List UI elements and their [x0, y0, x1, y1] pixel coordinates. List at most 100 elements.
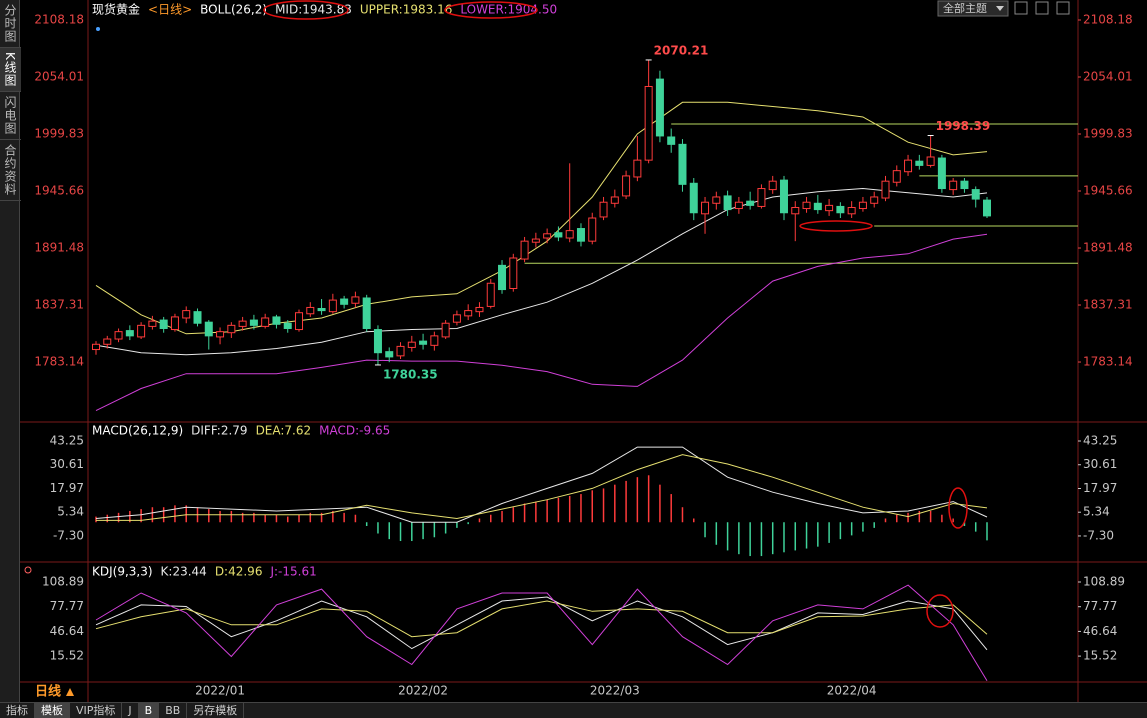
candle-body [193, 311, 202, 324]
y-tick-label: 2054.01 [1083, 70, 1133, 84]
candle-body [723, 195, 732, 211]
candle-body [554, 232, 563, 238]
y-tick-label: 43.25 [1083, 434, 1117, 448]
candle-body [825, 204, 834, 212]
y-tick-label: 30.61 [50, 457, 84, 471]
y-tick-label: 1999.83 [1083, 127, 1133, 141]
toolbar-tab[interactable]: 模板 [35, 703, 70, 718]
tab[interactable]: 分时图 [0, 0, 21, 48]
tab[interactable]: K线图 [0, 48, 21, 92]
legend-item: DEA:7.62 [256, 424, 312, 438]
y-tick-label: 2054.01 [34, 70, 84, 84]
candle-body [565, 230, 574, 239]
x-tick-label: 2022/02 [398, 684, 448, 698]
x-tick-label: 2022/04 [827, 684, 877, 698]
candle-body [622, 175, 631, 197]
candle-body [802, 201, 811, 210]
candle-body [960, 180, 969, 190]
candle-body [385, 351, 394, 358]
candle-body [283, 322, 292, 329]
legend-item: MACD(26,12,9) [92, 424, 183, 438]
legend-item: UPPER:1983.16 [360, 3, 452, 17]
candle-body [768, 180, 777, 191]
legend-item: <日线> [148, 3, 192, 17]
candle-body [983, 199, 991, 217]
candle-body [667, 136, 676, 145]
toolbar-tab[interactable]: J [122, 703, 139, 718]
y-tick-label: 1783.14 [34, 355, 84, 369]
legend-item: BOLL(26,2) [200, 3, 267, 17]
marker [96, 27, 100, 31]
toolbar-tab[interactable]: B [138, 703, 160, 718]
candle-body [904, 159, 913, 173]
legend-item: K:23.44 [161, 565, 207, 579]
y-tick-label: 1999.83 [34, 127, 84, 141]
candle-body [701, 201, 710, 215]
candle-body [520, 240, 529, 260]
period-selector[interactable]: 日线 [35, 684, 61, 700]
theme-button[interactable] [937, 0, 1009, 17]
candle-body [125, 330, 134, 337]
y-tick-label: 1945.66 [34, 184, 84, 198]
toolbar-tab[interactable]: VIP指标 [70, 703, 123, 718]
candle-body [362, 297, 371, 329]
legend-item: LOWER:1904.50 [460, 3, 557, 17]
icon [24, 566, 32, 574]
indicator-line [95, 446, 988, 523]
candle-body [373, 329, 382, 354]
candle-body [655, 78, 664, 137]
candle-body [791, 206, 800, 215]
tab[interactable]: 闪电图 [0, 92, 21, 140]
candle-body [170, 316, 179, 331]
candle-body [159, 319, 168, 329]
candle-body [937, 157, 946, 190]
legend-item: D:42.96 [215, 565, 263, 579]
y-tick-label: 2108.18 [34, 13, 84, 27]
toolbar-tab[interactable]: 另存模板 [187, 703, 245, 718]
candle-body [306, 306, 315, 315]
candle-body [114, 331, 123, 340]
icon[interactable] [1056, 1, 1070, 15]
icon[interactable] [1014, 1, 1028, 15]
tab[interactable]: 合约资料 [0, 140, 21, 201]
candle-body [351, 296, 360, 304]
candle-body [746, 200, 755, 206]
candle-body [227, 324, 236, 334]
toolbar: 指标 模板 VIP指标 J B BB 另存模板 [0, 702, 1147, 718]
highlight-ellipse [444, 1, 538, 19]
extreme-label: 2070.21 [654, 43, 709, 57]
candle-body [103, 338, 112, 345]
candle-body [328, 299, 337, 313]
legend-item: MID:1943.83 [275, 3, 352, 17]
candle-body [486, 282, 495, 307]
candle-body [430, 335, 439, 346]
y-tick-label: 1891.48 [34, 241, 84, 255]
highlight-ellipse [263, 0, 349, 20]
candle-body [216, 331, 225, 338]
candle-body [531, 238, 540, 243]
highlight-ellipse [799, 220, 873, 232]
y-tick-label: -7.30 [53, 528, 84, 542]
highlight-ellipse [926, 594, 954, 628]
indicator-line [95, 101, 988, 335]
candle-body [295, 312, 304, 331]
candle-body [971, 189, 980, 200]
y-tick-label: 77.77 [1083, 599, 1117, 613]
y-tick-label: 108.89 [42, 575, 84, 589]
y-tick-label: 43.25 [50, 434, 84, 448]
indicator-line [95, 584, 988, 682]
toolbar-tab[interactable]: 指标 [0, 703, 35, 718]
candle-body [734, 201, 743, 210]
y-tick-label: 1783.14 [1083, 355, 1133, 369]
candle-body [464, 310, 473, 317]
period-arrow [66, 688, 74, 696]
toolbar-tab[interactable]: BB [159, 703, 188, 718]
candle-body [543, 233, 552, 239]
candle-body [779, 179, 788, 214]
candle-body [407, 341, 416, 348]
candle-body [92, 343, 100, 351]
candle-body [858, 201, 867, 210]
icon[interactable] [1035, 1, 1049, 15]
sidebar: 分时图 K线图 闪电图 合约资料 [0, 0, 21, 702]
